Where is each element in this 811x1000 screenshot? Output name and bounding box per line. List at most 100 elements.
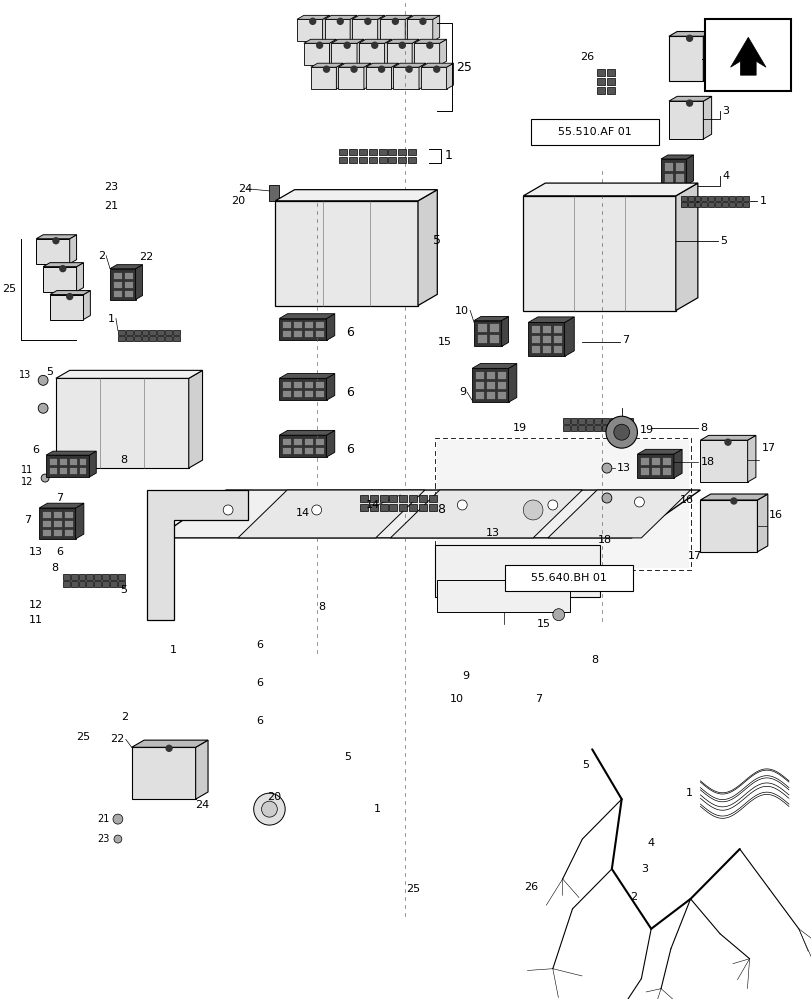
Polygon shape [439, 39, 446, 65]
Circle shape [371, 42, 377, 48]
Circle shape [613, 424, 629, 440]
Bar [62, 581, 70, 587]
Bar [624, 425, 632, 431]
Text: 6: 6 [345, 386, 354, 399]
Polygon shape [56, 370, 202, 378]
Circle shape [399, 42, 405, 48]
Circle shape [589, 216, 599, 226]
Polygon shape [131, 747, 195, 799]
Bar [742, 202, 748, 207]
Bar [398, 157, 406, 163]
Text: 5: 5 [343, 752, 350, 762]
Bar [368, 149, 376, 155]
Polygon shape [131, 740, 208, 747]
Bar [126, 336, 132, 341]
Bar [71, 581, 78, 587]
Polygon shape [275, 190, 437, 201]
Circle shape [552, 609, 564, 621]
Bar [380, 504, 387, 511]
Polygon shape [110, 265, 142, 269]
Text: 2: 2 [122, 712, 128, 722]
Text: 12: 12 [21, 477, 33, 487]
Text: 3: 3 [721, 106, 728, 116]
Circle shape [589, 191, 599, 201]
Bar [530, 345, 539, 353]
Bar [474, 391, 483, 399]
Text: 4: 4 [646, 838, 654, 848]
Polygon shape [324, 15, 357, 19]
Text: 6: 6 [345, 443, 354, 456]
Polygon shape [686, 155, 693, 185]
Polygon shape [326, 374, 334, 400]
Bar [577, 425, 585, 431]
Polygon shape [414, 43, 439, 65]
Text: 1: 1 [444, 149, 452, 162]
Bar [86, 581, 93, 587]
Bar [359, 504, 367, 511]
Polygon shape [418, 190, 437, 306]
Bar [165, 330, 172, 335]
Bar [594, 425, 600, 431]
Bar [680, 202, 686, 207]
Bar [552, 325, 561, 333]
Circle shape [38, 403, 48, 413]
Bar [530, 335, 539, 343]
Bar [149, 336, 156, 341]
Polygon shape [279, 314, 334, 319]
Bar [594, 418, 600, 424]
Bar [42, 520, 51, 527]
Bar [303, 330, 312, 337]
Bar [693, 196, 700, 201]
Polygon shape [564, 317, 573, 356]
Text: 23: 23 [105, 182, 118, 192]
Circle shape [427, 42, 432, 48]
Bar [701, 196, 706, 201]
Text: 20: 20 [267, 792, 281, 802]
Bar [79, 581, 85, 587]
Text: 13: 13 [28, 547, 42, 557]
Polygon shape [279, 374, 334, 378]
Polygon shape [324, 19, 350, 41]
Bar [409, 495, 417, 502]
Circle shape [633, 497, 644, 507]
Bar [428, 504, 436, 511]
Bar [339, 149, 347, 155]
Text: 6: 6 [255, 678, 263, 688]
Polygon shape [528, 322, 564, 356]
Bar [118, 581, 125, 587]
Text: 2: 2 [721, 34, 728, 44]
Polygon shape [471, 364, 516, 368]
Polygon shape [528, 317, 573, 322]
Polygon shape [311, 67, 336, 89]
Polygon shape [322, 15, 329, 41]
Polygon shape [420, 67, 446, 89]
Bar [293, 390, 302, 397]
Bar [358, 157, 367, 163]
Bar [707, 202, 714, 207]
Polygon shape [660, 159, 686, 185]
Polygon shape [357, 39, 363, 65]
Bar [586, 418, 592, 424]
Bar [530, 119, 658, 145]
Polygon shape [279, 435, 326, 457]
Polygon shape [238, 490, 424, 538]
Bar [134, 330, 140, 335]
Polygon shape [338, 67, 363, 89]
Polygon shape [358, 39, 391, 43]
Polygon shape [675, 183, 697, 311]
Polygon shape [405, 15, 412, 41]
Bar [79, 458, 86, 465]
Circle shape [522, 500, 543, 520]
Polygon shape [406, 15, 439, 19]
Circle shape [686, 35, 692, 41]
Text: 5: 5 [432, 234, 440, 247]
Polygon shape [700, 440, 747, 482]
Bar [173, 336, 180, 341]
Bar [496, 381, 505, 389]
Text: 5: 5 [46, 367, 53, 377]
Polygon shape [352, 15, 384, 19]
Polygon shape [331, 39, 363, 43]
Text: 13: 13 [19, 370, 32, 380]
Bar [721, 202, 727, 207]
Polygon shape [84, 291, 90, 320]
